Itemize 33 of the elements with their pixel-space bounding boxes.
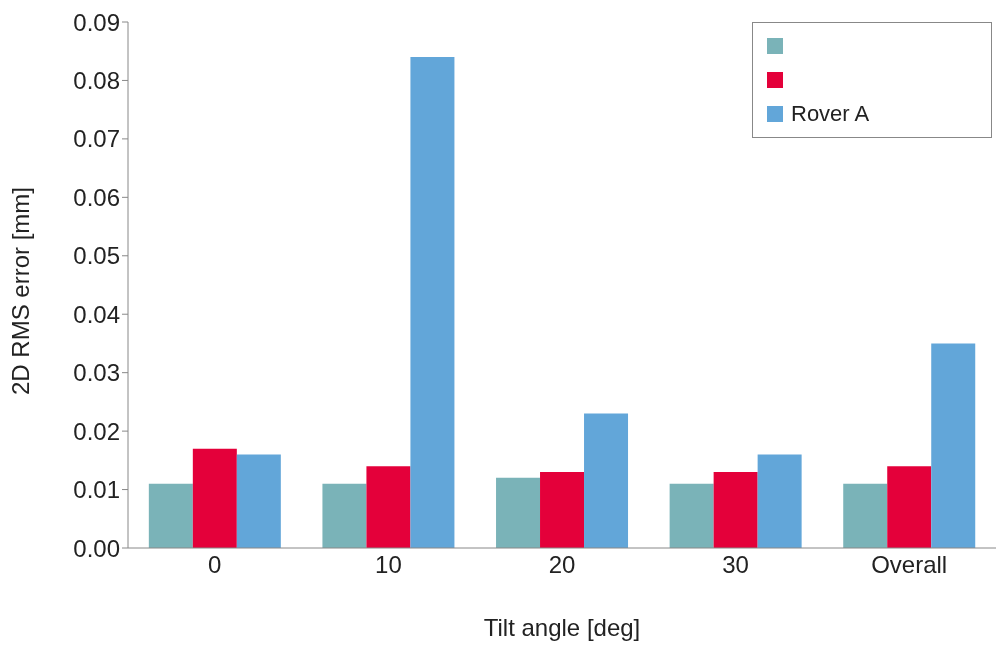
y-tick-label: 0.09	[73, 8, 120, 36]
bar	[669, 483, 714, 548]
y-tick-label: 0.07	[73, 125, 120, 153]
bar	[148, 483, 193, 548]
bar	[366, 466, 411, 548]
y-tick-label: 0.00	[73, 534, 120, 562]
x-tick-label: 20	[548, 551, 576, 579]
bar	[410, 57, 455, 548]
bar	[236, 454, 281, 548]
y-axis-title: 2D RMS error [mm]	[6, 186, 34, 395]
bar	[192, 448, 237, 548]
bar	[322, 483, 367, 548]
bar	[584, 413, 629, 548]
bar	[713, 472, 758, 548]
x-tick-label: 10	[375, 551, 402, 579]
x-tick-label: 30	[722, 551, 749, 579]
x-tick-label: 0	[208, 551, 222, 579]
x-tick-label: Overall	[871, 551, 948, 579]
bar	[931, 343, 976, 548]
y-tick-label: 0.03	[73, 359, 120, 387]
bar	[496, 477, 541, 548]
y-tick-label: 0.05	[73, 242, 120, 270]
bar	[887, 466, 932, 548]
y-tick-label: 0.02	[73, 417, 120, 445]
y-tick-label: 0.06	[73, 183, 120, 211]
bar	[843, 483, 888, 548]
y-tick-label: 0.08	[73, 66, 120, 94]
bar	[540, 472, 585, 548]
legend-label: Rover A	[791, 101, 870, 127]
bar	[757, 454, 802, 548]
y-tick-label: 0.01	[73, 476, 120, 504]
x-axis-title: Tilt angle [deg]	[483, 614, 641, 641]
y-tick-label: 0.04	[73, 300, 120, 328]
